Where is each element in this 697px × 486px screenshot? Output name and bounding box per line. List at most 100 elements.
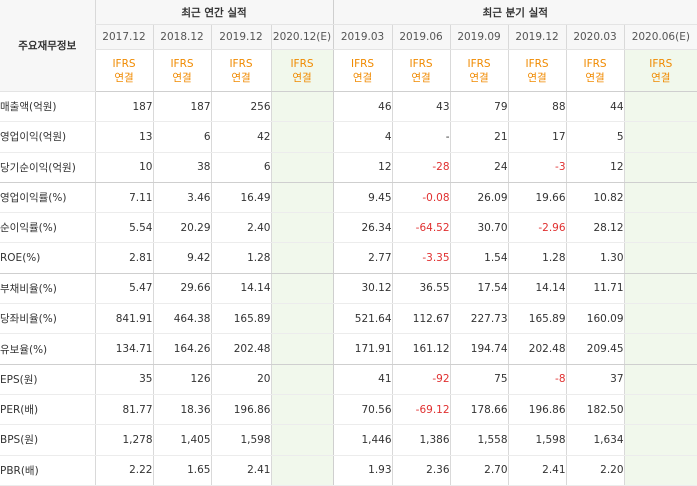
- table-cell: 1,386: [391, 424, 451, 456]
- period-header-row: 2017.12 2018.12 2019.12 2020.12(E) 2019.03 20…: [0, 24, 697, 50]
- table-cell: 1,446: [332, 424, 393, 456]
- table-cell: 112.67: [391, 303, 451, 335]
- table-cell: -: [391, 121, 451, 153]
- table-cell: -92: [391, 364, 451, 395]
- table-cell: [623, 242, 697, 274]
- table-cell: [270, 424, 334, 456]
- accounting-standard-cell: IFRS 연결: [391, 49, 451, 92]
- period-header: 2019.06: [391, 24, 451, 50]
- row-label: 영업이익률(%): [0, 182, 95, 214]
- table-cell: 126: [152, 364, 211, 395]
- row-label: 순이익률(%): [0, 212, 95, 244]
- table-cell: 44: [565, 91, 625, 123]
- table-cell: 1.28: [210, 242, 271, 274]
- table-cell: 164.26: [152, 333, 211, 365]
- table-cell: 12: [565, 152, 625, 183]
- table-row: 순이익률(%) 5.54 20.29 2.40 26.34 -64.52 30.70 -2.9…: [0, 212, 697, 244]
- table-cell: [270, 273, 334, 305]
- table-cell: 17.54: [449, 273, 509, 305]
- accounting-standard-consolidated: 연결: [231, 71, 251, 84]
- row-label: 부채비율(%): [0, 273, 95, 305]
- accounting-standard-cell: IFRS 연결: [270, 49, 334, 92]
- table-cell: 2.41: [210, 455, 271, 486]
- table-cell: 42: [210, 121, 271, 153]
- table-cell: 26.34: [332, 212, 393, 244]
- accounting-standard-ifrs: IFRS: [525, 57, 549, 70]
- accounting-standard-consolidated: 연결: [172, 71, 192, 84]
- table-cell: 209.45: [565, 333, 625, 365]
- row-label: BPS(원): [0, 424, 95, 456]
- table-cell: 202.48: [210, 333, 271, 365]
- table-cell: [270, 364, 334, 395]
- table-cell: -3.35: [391, 242, 451, 274]
- table-row: 당좌비율(%) 841.91 464.38 165.89 521.64 112.67 227…: [0, 303, 697, 335]
- table-cell: [270, 121, 334, 153]
- header-group-row: 주요재무정보 최근 연간 실적 최근 분기 실적: [0, 0, 697, 92]
- table-cell: 9.42: [152, 242, 211, 274]
- period-header: 2019.12: [210, 24, 271, 50]
- table-cell: 9.45: [332, 182, 393, 214]
- accounting-standard-cell: IFRS 연결: [332, 49, 393, 92]
- table-cell: 30.70: [449, 212, 509, 244]
- accounting-standard-cell: IFRS 연결: [94, 49, 153, 92]
- table-row: 영업이익(억원) 13 6 42 4-21 17 5: [0, 121, 697, 153]
- table-cell: 35: [94, 364, 153, 395]
- period-header: 2019.09: [449, 24, 509, 50]
- table-cell: 21: [449, 121, 509, 153]
- row-label: 당좌비율(%): [0, 303, 95, 335]
- table-cell: [623, 91, 697, 123]
- row-label: PBR(배): [0, 455, 95, 486]
- accounting-standard-consolidated: 연결: [411, 71, 431, 84]
- table-cell: 4: [332, 121, 393, 153]
- table-cell: 1.93: [332, 455, 393, 486]
- accounting-standard-consolidated: 연결: [352, 71, 373, 84]
- table-cell: 165.89: [507, 303, 567, 335]
- table-cell: 2.22: [94, 455, 153, 486]
- table-cell: 256: [210, 91, 271, 123]
- table-cell: 12: [332, 152, 393, 183]
- table-cell: 1,558: [449, 424, 509, 456]
- table-row: BPS(원) 1,278 1,405 1,598 1,446 1,386 1,558 1,59…: [0, 424, 697, 456]
- table-row: 영업이익률(%) 7.11 3.46 16.49 9.45 -0.08 26.09 19.66…: [0, 182, 697, 214]
- table-cell: [270, 333, 334, 365]
- table-cell: [270, 212, 334, 244]
- table-cell: 2.41: [507, 455, 567, 486]
- table-cell: 2.20: [565, 455, 625, 486]
- table-cell: 187: [94, 91, 153, 123]
- table-cell: 7.11: [94, 182, 153, 214]
- table-row: ROE(%) 2.81 9.42 1.28 2.77 -3.35 1.54 1.28 1.30: [0, 242, 697, 274]
- accounting-standard-consolidated: 연결: [651, 71, 671, 84]
- table-cell: -2.96: [507, 212, 567, 244]
- table-cell: -3: [507, 152, 567, 183]
- accounting-standard-cell: IFRS 연결: [449, 49, 509, 92]
- table-row: EPS(원) 35 126 20 41 -92 75 -8 37: [0, 364, 697, 395]
- table-cell: 134.71: [94, 333, 153, 365]
- accounting-standard-ifrs: IFRS: [290, 57, 314, 70]
- table-cell: -0.08: [391, 182, 451, 214]
- table-cell: 41: [332, 364, 393, 395]
- table-cell: 521.64: [332, 303, 393, 335]
- table-cell: 3.46: [152, 182, 211, 214]
- table-cell: [623, 333, 697, 365]
- accounting-standard-ifrs: IFRS: [229, 57, 253, 70]
- table-cell: 75: [449, 364, 509, 395]
- corner-label: 주요재무정보: [0, 0, 95, 92]
- table-cell: 196.86: [210, 394, 271, 426]
- table-cell: 43: [391, 91, 451, 123]
- table-row: 부채비율(%) 5.47 29.66 14.14 30.12 36.55 17.54 14.1…: [0, 273, 697, 305]
- table-cell: 841.91: [94, 303, 153, 335]
- table-cell: -64.52: [391, 212, 451, 244]
- accounting-standard-ifrs: IFRS: [409, 57, 433, 70]
- period-header: 2020.12(E): [270, 24, 334, 50]
- table-cell: -28: [391, 152, 451, 183]
- table-cell: 182.50: [565, 394, 625, 426]
- table-row: PER(배) 81.77 18.36 196.86 70.56 -69.12 178.66 1…: [0, 394, 697, 426]
- table-row: 매출액(억원) 187 187 256 46 43 79 88 44: [0, 91, 697, 123]
- table-cell: [623, 182, 697, 214]
- table-cell: 1,598: [507, 424, 567, 456]
- accounting-standard-row: IFRS 연결 IFRS 연결 IFRS 연결 IFRS 연결 IFRS 연결 IFRS 연결 IFRS…: [0, 49, 697, 92]
- table-cell: [270, 455, 334, 486]
- table-cell: 1.54: [449, 242, 509, 274]
- accounting-standard-cell: IFRS 연결: [210, 49, 271, 92]
- accounting-standard-cell: IFRS 연결: [565, 49, 625, 92]
